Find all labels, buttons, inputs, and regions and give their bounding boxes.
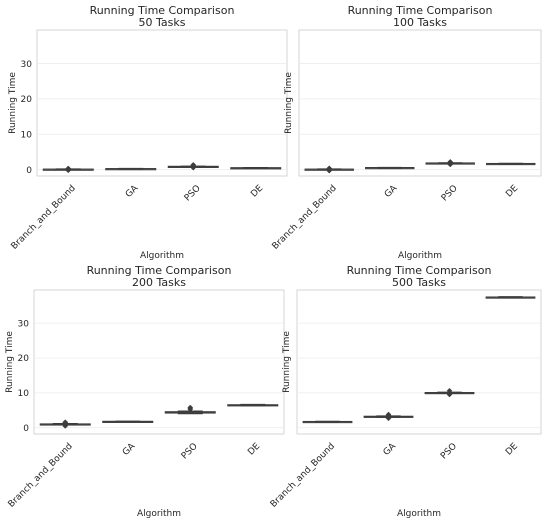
x-tick-label: PSO <box>440 184 460 204</box>
subplot-3: 0 10 20 30 Branch_and_Bound GA PSO DE Running Ti… <box>5 264 285 519</box>
box-DE <box>485 296 536 299</box>
box-Branch_and_Bound <box>39 419 91 429</box>
x-tick-label: GA <box>121 441 138 458</box>
y-tick-label: 20 <box>21 95 33 105</box>
x-tick-label: GA <box>383 183 400 200</box>
x-tick-label: PSO <box>439 442 459 462</box>
x-tick-label: PSO <box>180 442 200 462</box>
y-tick-label: 30 <box>21 60 33 70</box>
chart-title: Running Time Comparison <box>347 264 492 277</box>
outlier-point <box>326 165 333 172</box>
x-tick-label: DE <box>504 183 520 199</box>
x-tick-label: DE <box>249 183 265 199</box>
x-tick-label: GA <box>382 441 399 458</box>
x-axis-label: Algorithm <box>137 509 181 519</box>
chart-subtitle: 50 Tasks <box>139 16 186 29</box>
box-GA <box>365 166 415 170</box>
box-GA <box>363 411 414 422</box>
y-tick-label: 20 <box>18 354 30 364</box>
box-GA <box>102 420 154 423</box>
outlier-point <box>446 391 453 398</box>
x-axis-label: Algorithm <box>140 251 184 261</box>
plot-area <box>296 289 542 435</box>
y-tick-label: 30 <box>18 319 30 329</box>
chart-subtitle: 100 Tasks <box>393 16 447 29</box>
x-tick-label: Branch_and_Bound <box>269 442 337 510</box>
x-tick-label: Branch_and_Bound <box>7 442 75 510</box>
x-axis-label: Algorithm <box>398 251 442 261</box>
y-axis-label: Running Time <box>282 331 292 393</box>
box-DE <box>227 403 279 407</box>
box-PSO <box>424 387 475 398</box>
x-tick-label: Branch_and_Bound <box>271 184 339 252</box>
box-GA <box>105 167 157 171</box>
box-DE <box>230 167 282 170</box>
outlier-point <box>385 411 392 418</box>
y-tick-label: 0 <box>23 424 29 434</box>
y-tick-label: 10 <box>21 130 33 140</box>
plot-area <box>33 289 285 435</box>
y-axis-label: Running Time <box>5 331 15 393</box>
chart-subtitle: 200 Tasks <box>132 276 186 289</box>
plot-area <box>298 29 542 177</box>
box-Branch_and_Bound <box>304 165 354 174</box>
y-tick-label: 10 <box>18 389 30 399</box>
box-Branch_and_Bound <box>42 165 94 174</box>
outlier-point <box>446 387 453 394</box>
x-tick-label: DE <box>246 441 262 457</box>
y-axis-label: Running Time <box>284 72 294 134</box>
box-PSO <box>164 404 216 415</box>
chart-title: Running Time Comparison <box>348 4 493 17</box>
outlier-point <box>187 404 194 411</box>
x-tick-label: Branch_and_Bound <box>10 184 78 252</box>
outlier-point <box>65 165 72 172</box>
box-DE <box>486 162 536 166</box>
chart-subtitle: 500 Tasks <box>392 276 446 289</box>
x-axis-label: Algorithm <box>397 509 441 519</box>
chart-title: Running Time Comparison <box>90 4 235 17</box>
subplot-1: 0 10 20 30 Branch_and_Bound GA PSO DE Running Ti… <box>8 4 288 261</box>
box-PSO <box>425 159 475 168</box>
plot-area <box>36 29 288 177</box>
outlier-point <box>447 159 454 165</box>
box-PSO <box>167 162 219 171</box>
box-Branch_and_Bound <box>302 420 353 424</box>
x-tick-label: GA <box>124 183 141 200</box>
x-tick-label: DE <box>504 441 520 457</box>
subplot-2: Branch_and_Bound GA PSO DE Running Time Comp… <box>271 4 542 261</box>
outlier-point <box>62 419 69 425</box>
y-tick-label: 0 <box>26 166 32 176</box>
outlier-point <box>190 162 197 168</box>
y-axis-label: Running Time <box>8 72 18 134</box>
x-tick-label: PSO <box>183 184 203 204</box>
subplot-4: Branch_and_Bound GA PSO DE Running Time Comp… <box>269 264 542 519</box>
chart-title: Running Time Comparison <box>87 264 232 277</box>
